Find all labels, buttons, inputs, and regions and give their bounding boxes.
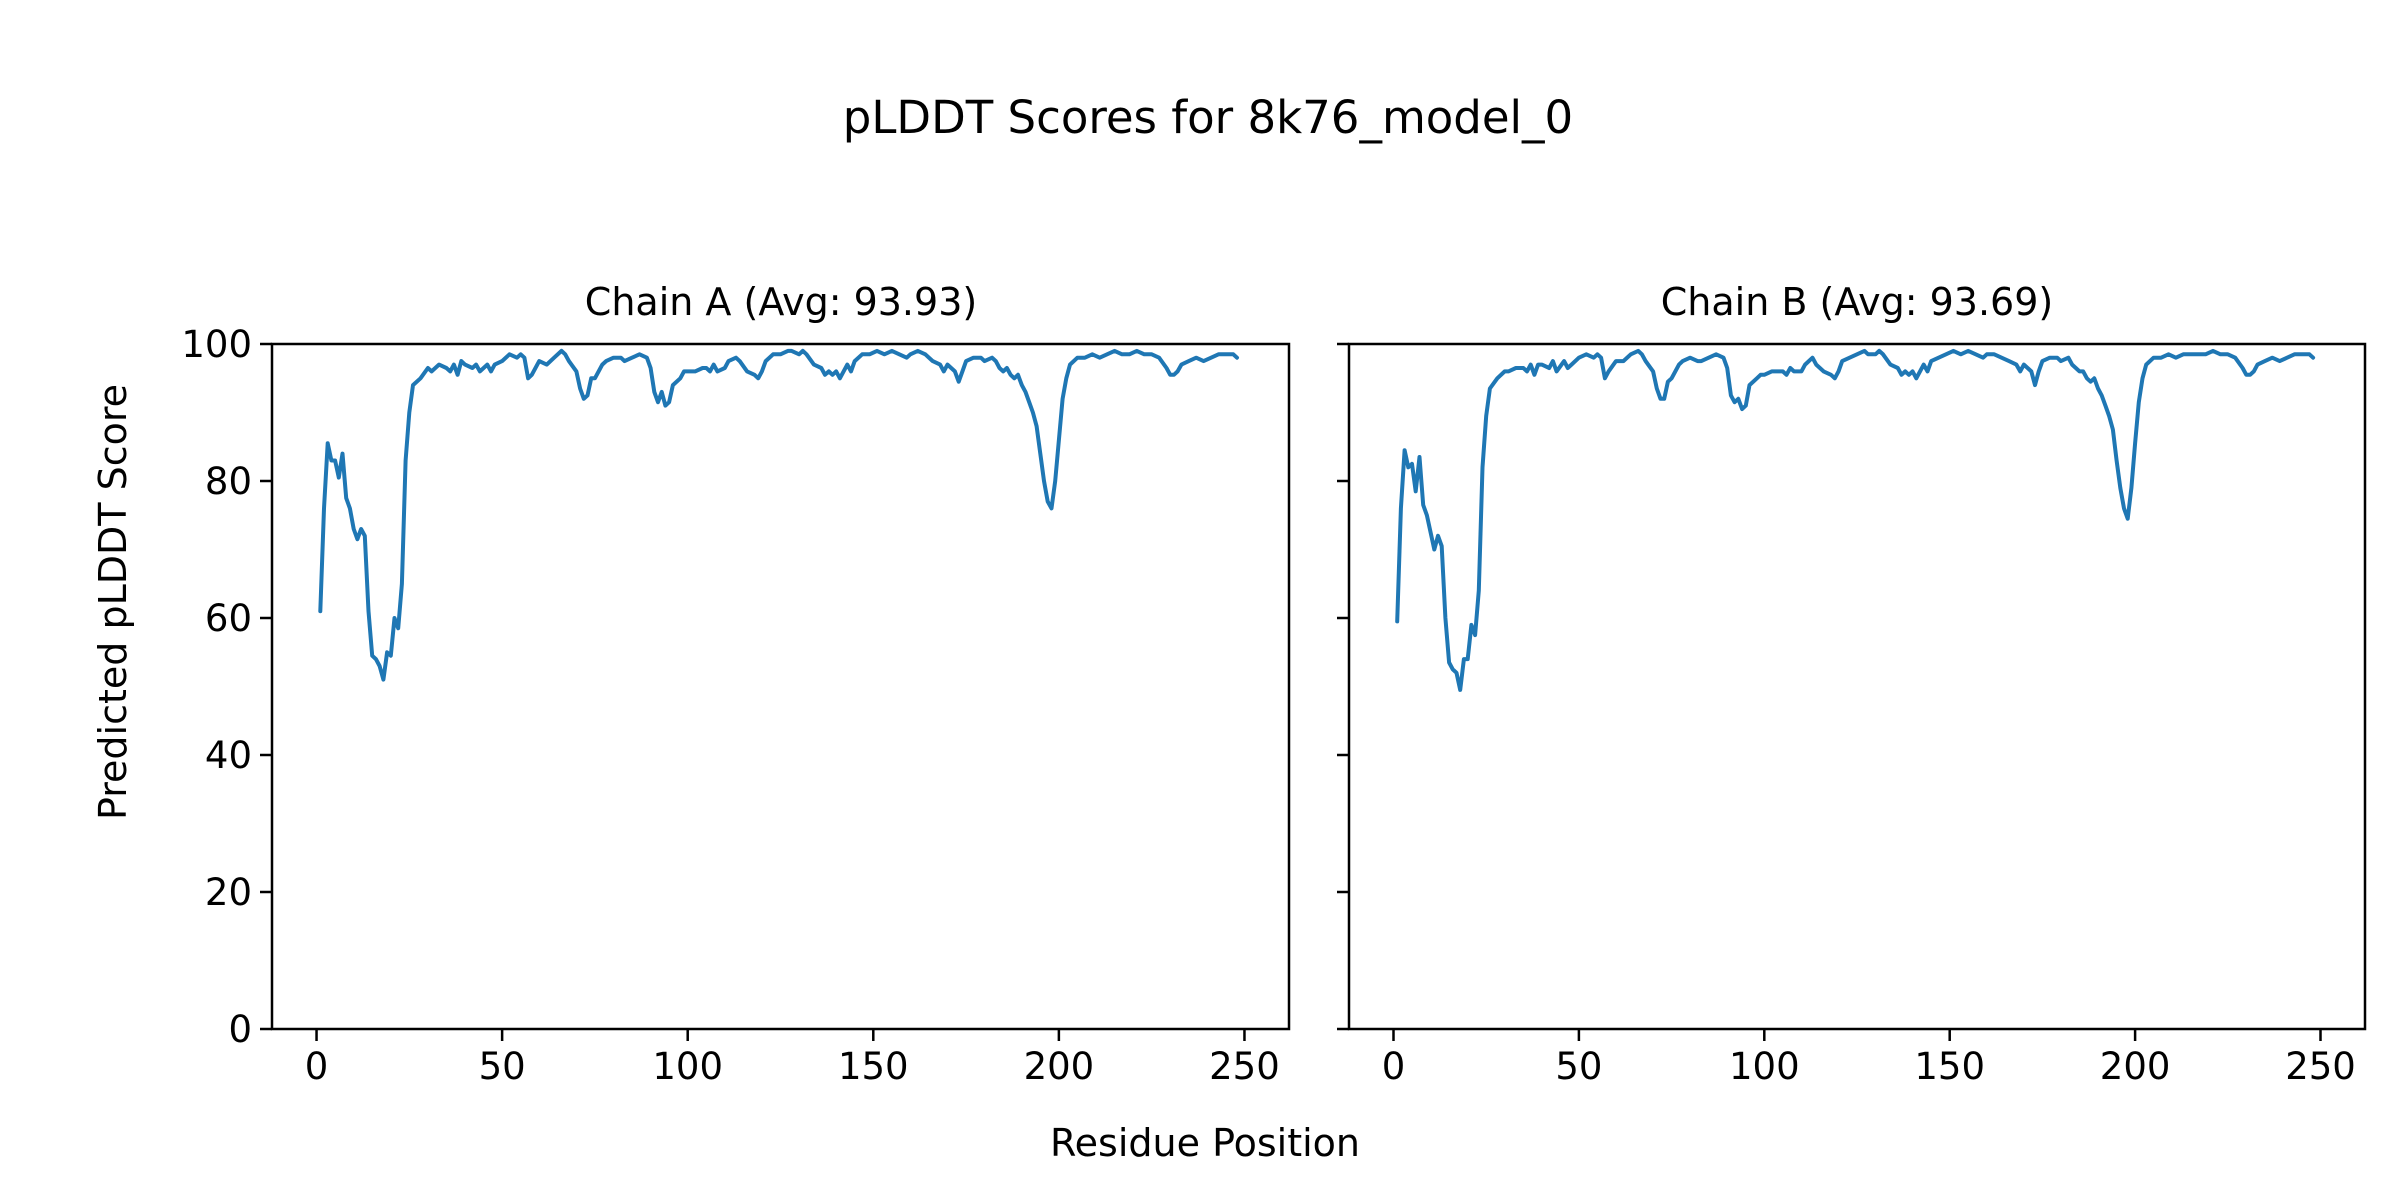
panel-title-chain-a: Chain A (Avg: 93.93) (585, 280, 977, 324)
x-tick-label: 200 (1024, 1045, 1095, 1088)
y-tick-label: 40 (205, 734, 252, 777)
series-line-chain-a (318, 348, 1239, 682)
panel-chain-a: Chain A (Avg: 93.93) 0 50 100 150 200 250 0 20 4… (181, 280, 1291, 1088)
ticks-chain-a: 0 50 100 150 200 250 0 20 40 60 80 100 (181, 323, 1279, 1088)
x-tick-label: 250 (2285, 1045, 2356, 1088)
figure-title: pLDDT Scores for 8k76_model_0 (843, 91, 1573, 144)
y-tick-label: 80 (205, 460, 252, 503)
x-tick-label: 50 (479, 1045, 526, 1088)
x-tick-label: 0 (1382, 1045, 1406, 1088)
x-tick-label: 0 (305, 1045, 329, 1088)
x-axis-label: Residue Position (1050, 1121, 1360, 1165)
x-tick-label: 150 (838, 1045, 909, 1088)
x-tick-label: 200 (2100, 1045, 2171, 1088)
y-tick-label: 0 (228, 1008, 252, 1051)
ticks-chain-b: 0 50 100 150 200 250 (1337, 342, 2356, 1088)
panel-chain-b: Chain B (Avg: 93.69) 0 50 100 150 200 250 (1337, 280, 2367, 1088)
y-axis-label: Predicted pLDDT Score (91, 384, 135, 820)
panel-title-chain-b: Chain B (Avg: 93.69) (1661, 280, 2053, 324)
series-line-chain-b (1395, 348, 2316, 692)
x-tick-label: 150 (1914, 1045, 1985, 1088)
y-tick-label: 20 (205, 871, 252, 914)
x-tick-label: 50 (1555, 1045, 1602, 1088)
x-tick-label: 100 (1729, 1045, 1800, 1088)
y-tick-label: 60 (205, 597, 252, 640)
y-tick-label: 100 (181, 323, 252, 366)
plot-frame-chain-b (1347, 342, 2367, 1031)
plot-frame-chain-a (270, 342, 1291, 1031)
x-tick-label: 100 (652, 1045, 723, 1088)
x-tick-label: 250 (1209, 1045, 1280, 1088)
